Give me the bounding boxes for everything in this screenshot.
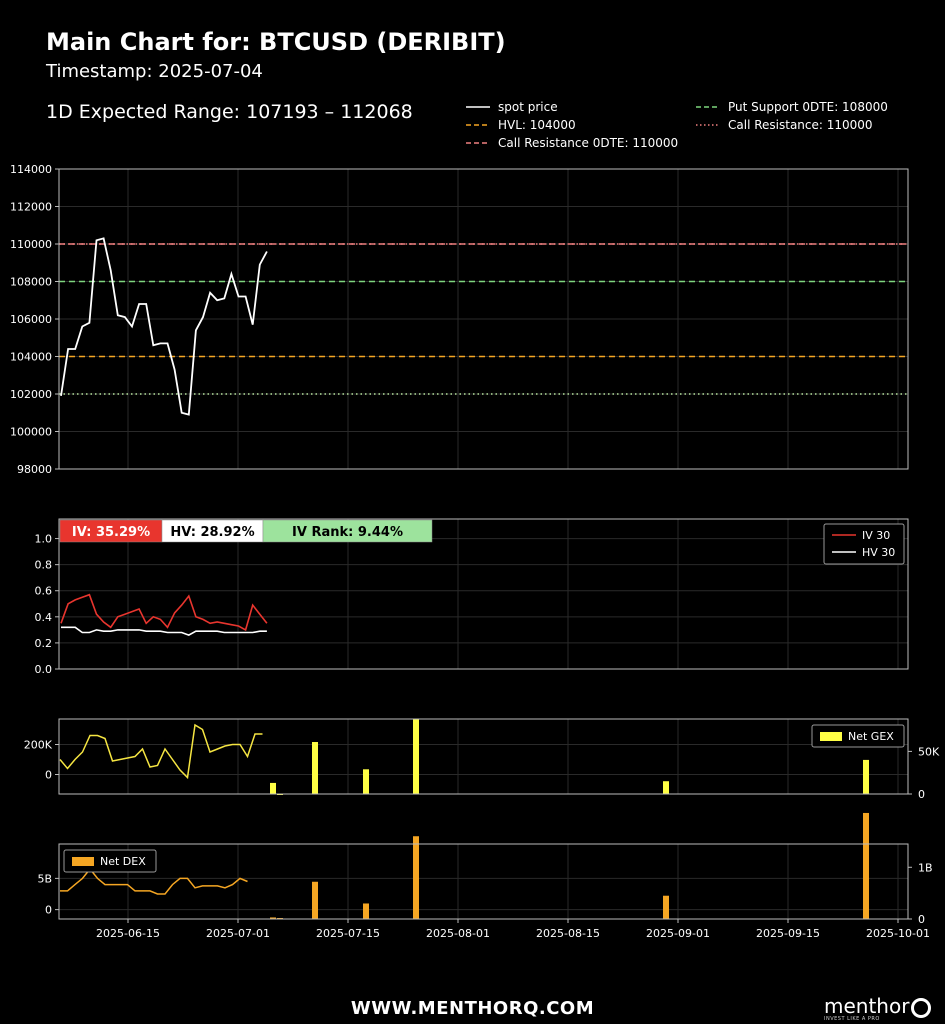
top-legend: spot price HVL: 104000 Call Resistance 0… xyxy=(466,100,906,156)
hv30-line xyxy=(61,626,267,636)
y-tick-label: 0 xyxy=(918,788,925,801)
x-tick-label: 2025-08-15 xyxy=(536,927,600,940)
iv-badge-text: IV: 35.29% xyxy=(72,525,150,540)
x-tick-label: 2025-07-01 xyxy=(206,927,270,940)
legend-label-iv30: IV 30 xyxy=(862,529,890,542)
legend-label: Call Resistance 0DTE: 110000 xyxy=(498,136,679,150)
chart-canvas: 98000 100000 102000 104000 106000 108000 11000… xyxy=(10,163,940,940)
dex-bar xyxy=(270,917,276,919)
x-tick-label: 2025-10-01 xyxy=(866,927,930,940)
ivhv-legend-box xyxy=(823,523,905,565)
legend-label-hv30: HV 30 xyxy=(862,546,895,559)
chart-title: Main Chart for: BTCUSD (DERIBIT) xyxy=(46,28,506,56)
footer-site: WWW.MENTHORQ.COM xyxy=(350,998,595,1019)
legend-label: HVL: 104000 xyxy=(498,118,576,132)
spot-price-line xyxy=(60,237,268,416)
y-tick-label: 112000 xyxy=(10,201,52,214)
y-tick-label: 0.2 xyxy=(35,637,53,650)
gex-bar xyxy=(863,759,869,794)
logo-tagline: INVEST LIKE A PRO xyxy=(824,1016,880,1022)
gex-bar xyxy=(363,769,369,794)
x-tick-label: 2025-09-01 xyxy=(646,927,710,940)
dex-bar xyxy=(863,812,869,919)
gex-line xyxy=(59,723,263,780)
y-tick-label: 110000 xyxy=(10,238,52,251)
y-tick-label: 0 xyxy=(45,769,52,782)
y-tick-label: 0 xyxy=(45,904,52,917)
gex-panel-frame xyxy=(58,718,909,795)
y-tick-label: 100000 xyxy=(10,426,52,439)
y-tick-label: 0.8 xyxy=(35,559,53,572)
gex-bar xyxy=(663,781,669,794)
iv-rank-badge-text: IV Rank: 9.44% xyxy=(292,525,403,540)
dex-legend-box xyxy=(63,849,157,873)
legend-label: Call Resistance: 110000 xyxy=(728,118,873,132)
dex-bar xyxy=(413,836,419,919)
legend-spot-price: spot price xyxy=(466,100,558,114)
y-tick-label: 5B xyxy=(37,872,52,885)
y-tick-label: 1.0 xyxy=(35,533,53,546)
q-logo-icon xyxy=(911,997,932,1018)
y-tick-label: 1B xyxy=(918,861,933,874)
dex-bar xyxy=(663,895,669,919)
legend-put-support-0dte: Put Support 0DTE: 108000 xyxy=(696,100,888,114)
dex-panel-frame xyxy=(58,843,909,920)
y-tick-label: 50K xyxy=(918,745,940,758)
price-panel-frame xyxy=(58,168,909,470)
y-tick-label: 106000 xyxy=(10,313,52,326)
gex-bar xyxy=(413,719,419,794)
y-tick-label: 0 xyxy=(918,913,925,926)
iv-rank-badge-box xyxy=(262,519,433,543)
dex-legend-label: Net DEX xyxy=(100,855,146,868)
legend-label: spot price xyxy=(498,100,558,114)
menthor-logo: menthor xyxy=(824,994,932,1018)
iv-panel-frame xyxy=(58,518,909,670)
y-tick-label: 0.4 xyxy=(35,611,53,624)
legend-label: Put Support 0DTE: 108000 xyxy=(728,100,888,114)
expected-range: 1D Expected Range: 107193 – 112068 xyxy=(46,101,413,123)
legend-call-resistance: Call Resistance: 110000 xyxy=(696,118,873,132)
dex-line xyxy=(60,867,248,895)
y-tick-label: 102000 xyxy=(10,388,52,401)
timestamp: Timestamp: 2025-07-04 xyxy=(46,61,263,82)
y-tick-label: 104000 xyxy=(10,351,52,364)
y-tick-label: 108000 xyxy=(10,276,52,289)
y-tick-label: 114000 xyxy=(10,163,52,176)
y-tick-label: 200K xyxy=(24,739,53,752)
legend-hvl: HVL: 104000 xyxy=(466,118,576,132)
x-tick-label: 2025-06-15 xyxy=(96,927,160,940)
y-tick-label: 98000 xyxy=(17,463,52,476)
x-tick-label: 2025-09-15 xyxy=(756,927,820,940)
x-tick-label: 2025-07-15 xyxy=(316,927,380,940)
y-tick-label: 0.6 xyxy=(35,585,53,598)
x-tick-label: 2025-08-01 xyxy=(426,927,490,940)
gex-legend-label: Net GEX xyxy=(848,730,894,743)
logo-text: menthor xyxy=(824,994,910,1018)
gex-bar xyxy=(312,742,318,794)
hv-badge-text: HV: 28.92% xyxy=(170,525,254,540)
y-tick-label: 0.0 xyxy=(35,663,53,676)
legend-call-resistance-0dte: Call Resistance 0DTE: 110000 xyxy=(466,136,678,150)
gex-legend-box xyxy=(811,724,905,748)
gex-bar xyxy=(270,782,276,794)
gex-legend-swatch xyxy=(820,732,842,741)
dex-bar xyxy=(312,881,318,919)
dex-legend-swatch xyxy=(72,857,94,866)
dex-bar xyxy=(363,903,369,919)
iv30-line xyxy=(60,593,268,632)
